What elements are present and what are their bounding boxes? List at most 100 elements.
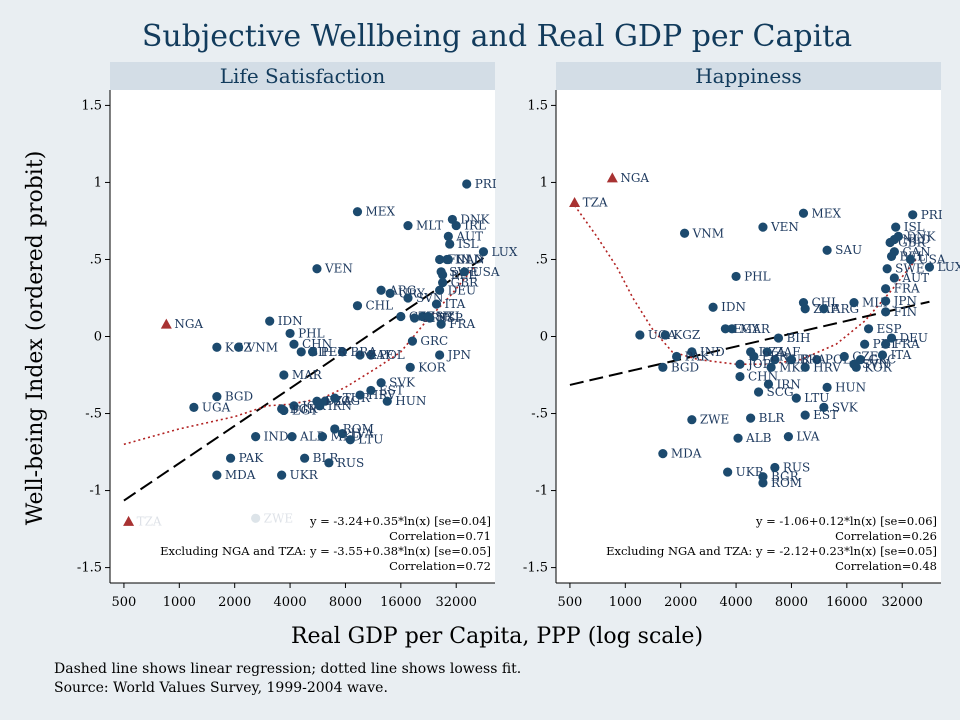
point-marker [908, 210, 918, 220]
stats-line: Correlation=0.26 [835, 529, 937, 543]
point-marker [265, 316, 275, 326]
point-marker [791, 393, 801, 403]
note-line-1: Dashed line shows linear regression; dot… [54, 661, 521, 677]
data-point: VNM [233, 340, 278, 354]
point-marker [409, 313, 420, 323]
x-tick-label: 2000 [218, 595, 251, 610]
chart-title: Subjective Wellbeing and Real GDP per Ca… [142, 19, 852, 54]
panel-strip [110, 62, 495, 90]
point-marker [635, 330, 645, 340]
data-point: SAU [822, 243, 862, 257]
point-label: POL [379, 348, 405, 362]
point-marker [800, 304, 810, 314]
point-marker [860, 339, 870, 349]
point-label: BRA [350, 345, 377, 359]
data-point: JPN [881, 294, 917, 308]
data-point: RUS [770, 460, 810, 474]
point-label: SAU [835, 243, 862, 257]
point-label: PRI [475, 177, 497, 191]
point-label: ESP [877, 322, 902, 336]
point-marker [366, 350, 376, 360]
point-marker [317, 432, 328, 442]
point-marker [355, 390, 365, 400]
data-point: CAN [443, 252, 485, 266]
data-point: POL [366, 348, 405, 362]
point-label: IND [264, 430, 289, 444]
point-label: AUT [455, 229, 483, 243]
point-marker [435, 254, 445, 265]
point-marker [212, 342, 222, 352]
point-marker [405, 362, 415, 372]
point-marker [212, 391, 222, 402]
point-marker [687, 415, 697, 425]
point-label: NLD [902, 232, 930, 246]
point-label: CHL [811, 296, 839, 310]
point-marker [330, 424, 340, 434]
data-point: PER [749, 350, 789, 364]
point-marker [660, 330, 670, 340]
point-label: LUX [937, 260, 960, 274]
data-point: MAR [279, 368, 323, 382]
point-label: BGD [671, 360, 699, 374]
point-label: SVK [389, 376, 416, 390]
x-tick-label: 500 [112, 595, 137, 610]
stats-line: Correlation=0.72 [389, 559, 491, 573]
data-point: LVA [783, 430, 820, 444]
point-label: VNM [692, 226, 724, 240]
point-marker [658, 448, 668, 459]
point-label: LUX [491, 245, 517, 259]
data-point: EGY [279, 403, 319, 417]
point-marker [881, 296, 891, 306]
data-point: KOR [405, 360, 447, 374]
point-marker [287, 432, 297, 442]
point-marker [763, 379, 774, 389]
point-marker [312, 264, 322, 274]
data-point: VNM [679, 226, 724, 240]
point-label: CAN [456, 252, 484, 266]
data-point: USA [459, 265, 500, 279]
point-marker [800, 362, 810, 372]
point-label: ROM [771, 476, 802, 490]
stats-line: Correlation=0.71 [389, 529, 491, 543]
point-label: SCG [767, 385, 794, 399]
plot-area [110, 90, 495, 583]
point-label: ITA [444, 297, 465, 311]
x-tick-label: 32000 [436, 595, 477, 610]
point-label: CHN [748, 370, 778, 384]
data-point: JPN [435, 348, 471, 362]
point-label: VEN [324, 262, 353, 276]
x-tick-label: 2000 [664, 595, 697, 610]
point-label: IDN [278, 314, 303, 328]
data-point: SWE [882, 262, 924, 276]
data-point: CHL [798, 296, 839, 310]
point-marker [459, 267, 470, 277]
point-label: GRC [869, 353, 897, 367]
point-marker [800, 410, 810, 420]
data-point: LVA [337, 427, 374, 441]
point-marker [376, 378, 386, 388]
data-point: ALB [287, 430, 326, 444]
data-point: FRA [881, 282, 920, 296]
point-label: HUN [835, 380, 866, 394]
point-label: NLD [455, 252, 483, 266]
point-label: RUS [337, 456, 364, 470]
point-marker [881, 307, 891, 317]
point-marker [403, 293, 413, 303]
data-point: SVK [819, 400, 859, 414]
outlier-marker [606, 172, 618, 183]
point-label: GRC [420, 334, 448, 348]
point-marker [849, 359, 859, 369]
data-point: MEX [798, 206, 842, 220]
data-point: CHL [352, 299, 393, 313]
data-point: NLD [889, 232, 930, 246]
x-tick-label: 8000 [775, 595, 808, 610]
point-marker [877, 350, 888, 360]
point-label: DNK [460, 212, 490, 226]
point-label: IRN [776, 377, 800, 391]
data-point: IRN [763, 377, 801, 391]
point-label: ISR [431, 309, 454, 323]
point-marker [447, 214, 457, 225]
point-label: ALB [299, 430, 326, 444]
data-point: DEU [435, 283, 476, 297]
data-point: ROM [758, 476, 802, 490]
